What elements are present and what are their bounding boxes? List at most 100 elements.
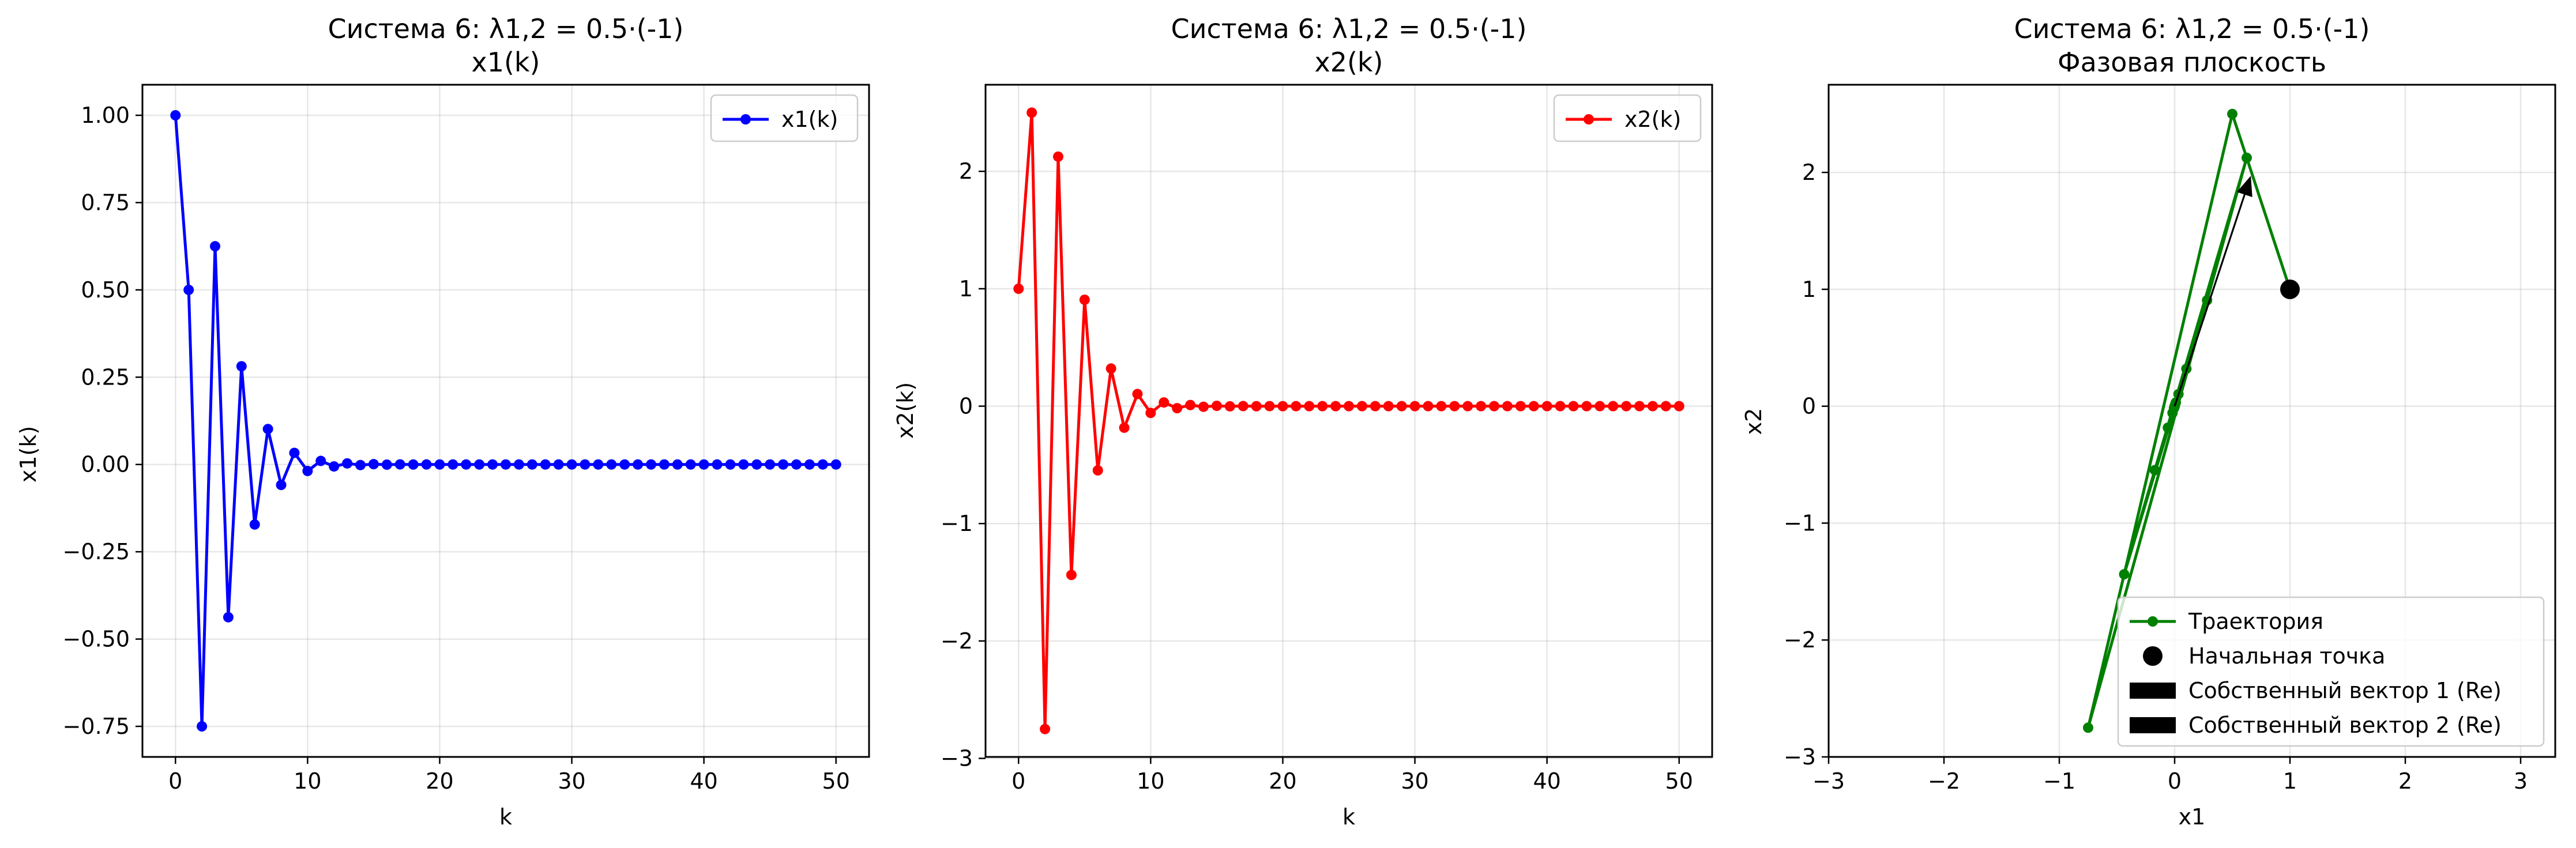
series-point — [276, 480, 287, 491]
series-point — [1238, 401, 1248, 412]
series-point — [1489, 401, 1499, 412]
series-point — [447, 459, 458, 470]
subplot-phase-xlabel: x1 — [2179, 804, 2206, 830]
series-point — [646, 459, 656, 470]
series-point — [1317, 401, 1328, 412]
series-point — [1647, 401, 1658, 412]
legend-swatch-marker — [1584, 114, 1594, 125]
series-point — [1581, 401, 1592, 412]
x-tick-label: 0 — [168, 768, 182, 794]
subplot-x1-xlabel: k — [499, 804, 512, 830]
x-tick-label: 10 — [1137, 768, 1164, 794]
x-tick-label: 1 — [2283, 768, 2297, 794]
eigenvector-arrow-head — [2237, 176, 2252, 197]
series-point — [791, 459, 802, 470]
y-tick-label: 1 — [959, 276, 973, 301]
series-point — [2149, 465, 2160, 476]
series-point — [381, 459, 392, 470]
subplot-phase-yticks: −3 −2 −1 0 1 2 — [1784, 160, 1829, 770]
series-point — [1383, 401, 1394, 412]
series-point — [421, 459, 432, 470]
series-point — [1330, 401, 1341, 412]
series-point — [1185, 399, 1196, 410]
series-point — [501, 459, 511, 470]
series-point — [1528, 401, 1539, 412]
series-point — [619, 459, 630, 470]
series-point — [580, 459, 591, 470]
y-tick-label: 1 — [1802, 277, 1816, 302]
subplot-x1-ylabel: x1(k) — [16, 426, 41, 483]
x-tick-label: 10 — [294, 768, 321, 794]
x-tick-label: 50 — [822, 768, 850, 794]
subplot-x2-legend: x2(k) — [1553, 94, 1702, 142]
subplot-x2-ylabel: x2(k) — [893, 382, 918, 439]
series-point — [474, 459, 485, 470]
series-point — [1304, 401, 1315, 412]
legend-box — [2117, 596, 2545, 747]
x-tick-label: −1 — [2043, 768, 2075, 794]
subplot-phase-data — [2083, 108, 2300, 733]
series-point — [1079, 294, 1090, 305]
series-point — [2119, 569, 2130, 580]
subplot-phase: Система 6: λ1,2 = 0.5·(-1) Фазовая плоск… — [1741, 13, 2556, 830]
series-point — [1119, 422, 1130, 433]
series-point — [1423, 401, 1434, 412]
legend-box — [710, 94, 859, 142]
subplot-x2-yticks: −3 −2 −1 0 1 2 — [941, 159, 986, 771]
series-point — [1541, 401, 1552, 412]
y-tick-label: −1 — [1784, 510, 1816, 536]
series-point — [566, 459, 577, 470]
series-point — [1224, 401, 1235, 412]
series-point — [817, 459, 828, 470]
subplot-x1-legend: x1(k) — [710, 94, 859, 142]
x-tick-label: 2 — [2398, 768, 2412, 794]
y-tick-label: 0 — [1802, 394, 1816, 419]
series-point — [725, 459, 736, 470]
series-point — [593, 459, 604, 470]
series-point — [738, 459, 749, 470]
series-point — [1198, 401, 1209, 412]
subplot-x2-xlabel: k — [1342, 804, 1355, 830]
y-tick-label: 2 — [959, 159, 973, 184]
series-point — [751, 459, 762, 470]
y-tick-label: −0.75 — [63, 714, 130, 739]
x-tick-label: 30 — [1401, 768, 1428, 794]
x-tick-label: 20 — [426, 768, 453, 794]
y-tick-label: 0.50 — [81, 277, 130, 303]
legend-swatch-marker — [740, 114, 751, 125]
series-point — [1066, 570, 1077, 581]
series-point — [1105, 363, 1116, 374]
series-point — [289, 447, 300, 458]
y-tick-label: −3 — [941, 746, 973, 771]
series-point — [249, 519, 260, 530]
series-point — [342, 458, 353, 469]
x-tick-label: 20 — [1269, 768, 1296, 794]
subplot-phase-ylabel: x2 — [1741, 408, 1766, 435]
y-tick-label: 0.75 — [81, 190, 130, 215]
series-point — [1595, 401, 1605, 412]
series-point — [236, 361, 247, 372]
series-point — [1159, 397, 1169, 408]
initial-point-marker — [2280, 279, 2300, 299]
series-point — [1396, 401, 1407, 412]
subplot-x1-xticks: 0 10 20 30 40 50 — [168, 757, 850, 794]
series-point — [1462, 401, 1473, 412]
legend-swatch-arrow — [2130, 717, 2176, 733]
series-point — [527, 459, 537, 470]
legend-label: Траектория — [2188, 609, 2323, 634]
series-point — [223, 612, 234, 623]
x-tick-label: 30 — [558, 768, 585, 794]
y-tick-label: 0.25 — [81, 364, 130, 390]
series-point — [2227, 108, 2237, 119]
subplot-x1-subtitle: x1(k) — [471, 47, 540, 78]
legend-label: Собственный вектор 2 (Re) — [2188, 713, 2502, 738]
series-point — [1264, 401, 1275, 412]
series-point — [368, 459, 379, 470]
series-point — [513, 459, 524, 470]
legend-swatch-marker — [2148, 616, 2158, 627]
series-point — [712, 459, 723, 470]
y-tick-label: −1 — [941, 511, 973, 536]
x-tick-label: −2 — [1928, 768, 1960, 794]
series-point — [1344, 401, 1354, 412]
